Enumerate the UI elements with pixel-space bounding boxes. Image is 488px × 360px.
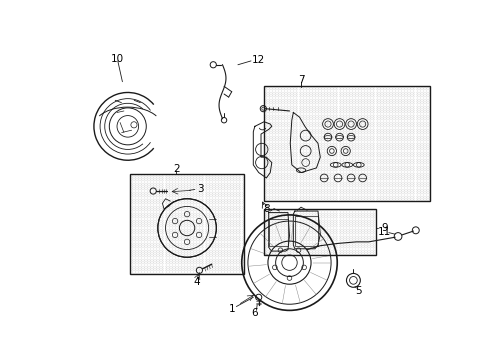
Text: 7: 7 xyxy=(297,75,304,85)
Text: 11: 11 xyxy=(377,227,390,237)
Bar xyxy=(294,216,317,246)
Text: 2: 2 xyxy=(173,164,179,174)
Text: 8: 8 xyxy=(263,204,269,214)
Bar xyxy=(264,209,375,255)
Text: 3: 3 xyxy=(197,184,204,194)
Text: 12: 12 xyxy=(251,55,265,65)
Text: 4: 4 xyxy=(193,277,200,287)
Text: 5: 5 xyxy=(355,286,362,296)
Text: 10: 10 xyxy=(111,54,124,64)
Text: 9: 9 xyxy=(380,223,386,233)
Bar xyxy=(130,174,244,274)
Bar xyxy=(268,219,287,246)
Text: 6: 6 xyxy=(251,308,258,318)
Text: 1: 1 xyxy=(228,304,235,314)
Bar xyxy=(264,86,429,201)
